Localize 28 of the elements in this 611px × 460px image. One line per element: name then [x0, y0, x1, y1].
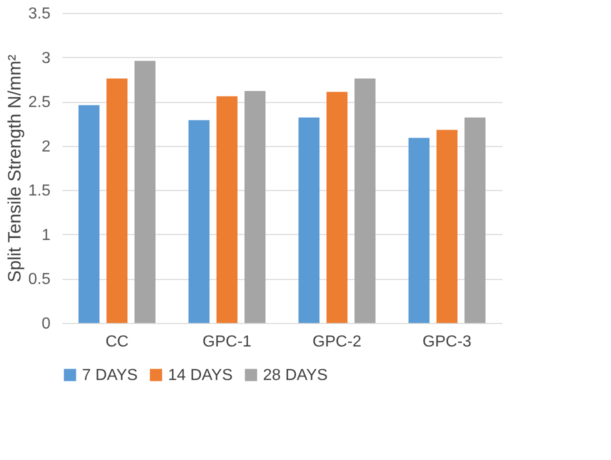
legend-label: 28 DAYS: [263, 367, 328, 384]
y-tick-label: 1.5: [28, 182, 51, 200]
bar: [106, 78, 128, 323]
bar: [134, 60, 156, 323]
y-tick-label: 2: [42, 138, 51, 156]
bar: [188, 120, 210, 323]
bar: [244, 90, 266, 323]
bar: [436, 130, 458, 323]
bar: [354, 78, 376, 323]
x-tick-label: GPC-3: [422, 334, 472, 350]
legend-label: 14 DAYS: [168, 367, 233, 384]
bar: [78, 105, 100, 323]
x-tick-label: GPC-2: [312, 334, 362, 350]
bar: [408, 138, 430, 323]
y-tick-label: 1: [42, 226, 51, 244]
y-tick-label: 2.5: [28, 94, 51, 112]
bar: [216, 96, 238, 323]
bar: [326, 92, 348, 323]
bar: [298, 118, 320, 323]
legend-label: 7 DAYS: [82, 367, 138, 384]
y-tick-label: 0.5: [28, 271, 51, 288]
x-tick-label: GPC-1: [202, 334, 252, 350]
x-tick-label: CC: [105, 334, 129, 350]
y-axis-title: Split Tensile Strength N/mm²: [4, 54, 24, 282]
bar: [464, 118, 486, 323]
y-tick-label: 0: [42, 316, 51, 332]
y-tick-label: 3: [42, 50, 51, 67]
y-tick-label: 3.5: [28, 6, 51, 22]
